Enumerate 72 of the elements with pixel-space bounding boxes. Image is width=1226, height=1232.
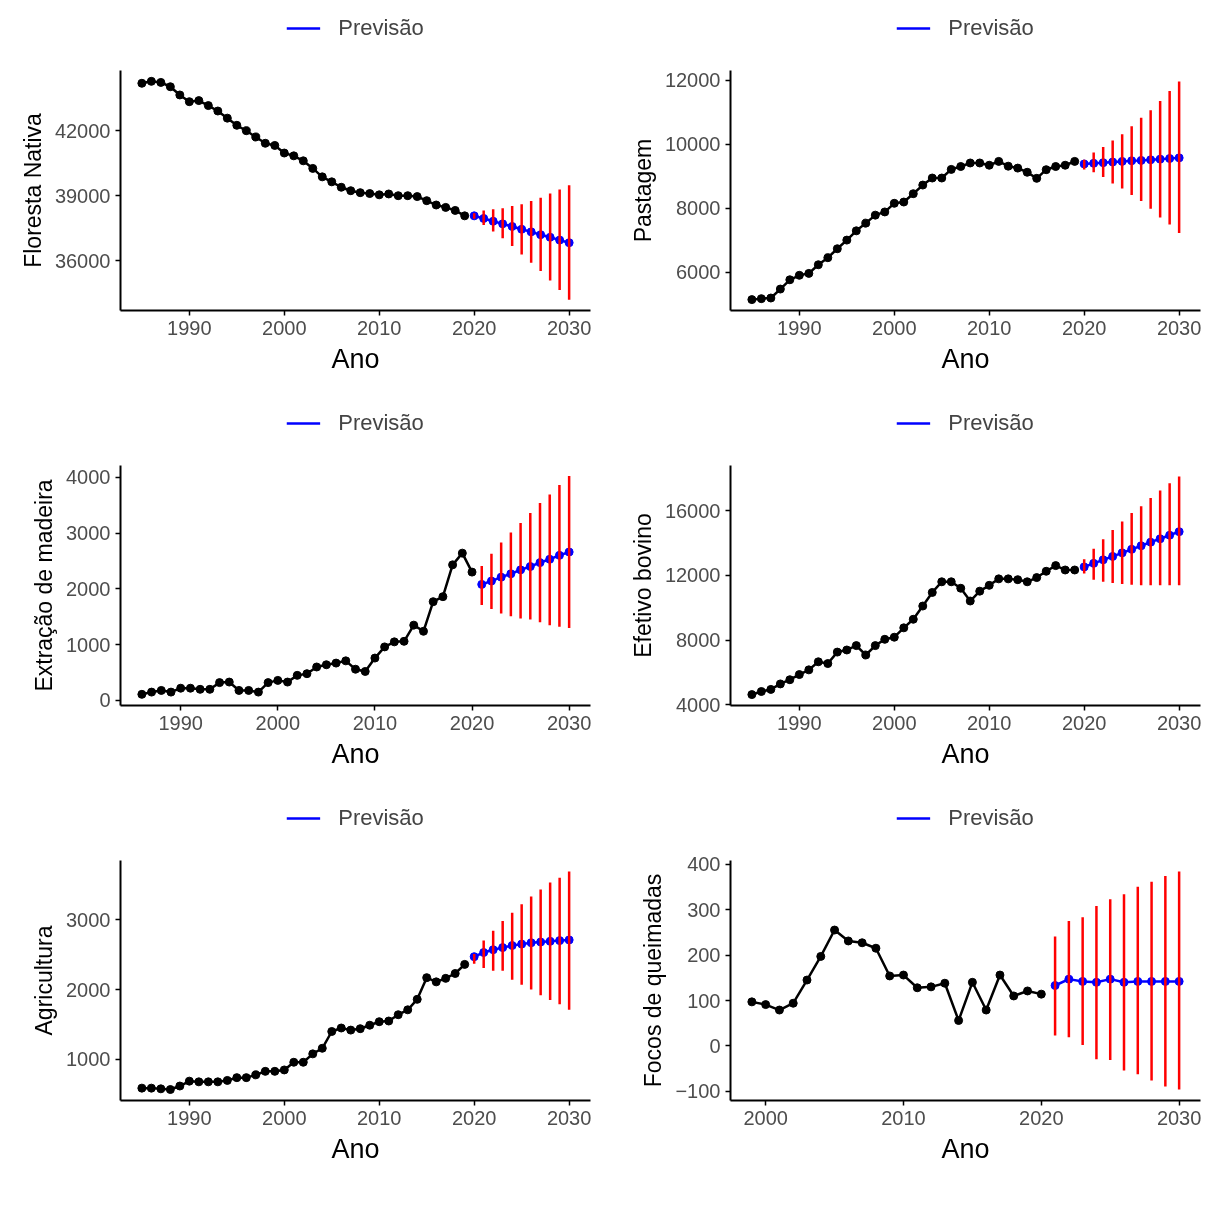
y-axis-title: Floresta Nativa [19, 112, 46, 268]
legend-label: Previsão [948, 14, 1034, 41]
legend-label: Previsão [948, 409, 1034, 436]
y-tick-label: 200 [687, 944, 721, 967]
legend-label: Previsão [338, 804, 424, 831]
y-tick-label: 39000 [54, 184, 111, 207]
y-axis-title: Extração de madeira [31, 479, 58, 692]
y-tick-label: 4000 [676, 693, 721, 716]
x-axis-title: Ano [941, 343, 990, 374]
x-tick-label: 1990 [777, 316, 822, 339]
y-tick-label: 0 [709, 1034, 721, 1057]
x-axis-title: Ano [331, 738, 380, 769]
y-tick-label: −100 [675, 1080, 721, 1103]
x-axis-title: Ano [941, 738, 990, 769]
x-axis-title: Ano [331, 1133, 380, 1164]
x-tick-label: 2000 [255, 711, 301, 734]
y-tick-label: 10000 [664, 133, 721, 156]
x-tick-label: 2020 [449, 711, 495, 734]
y-tick-label: 6000 [676, 261, 721, 284]
x-tick-label: 2020 [1019, 1106, 1064, 1129]
x-tick-label: 2030 [546, 1106, 592, 1129]
y-tick-label: 2000 [66, 577, 111, 600]
y-tick-label: 3000 [66, 522, 111, 545]
y-tick-label: 12000 [664, 69, 721, 92]
x-tick-label: 2020 [1061, 711, 1107, 734]
y-tick-label: 8000 [676, 197, 721, 220]
y-tick-label: 1000 [66, 1048, 111, 1071]
y-axis-title: Pastagem [629, 138, 656, 243]
x-tick-label: 2020 [1061, 316, 1107, 339]
legend-label: Previsão [338, 14, 424, 41]
y-tick-label: 42000 [54, 119, 111, 142]
y-tick-label: 0 [99, 689, 111, 712]
x-tick-label: 2030 [1156, 1106, 1202, 1129]
x-tick-label: 2010 [356, 1106, 402, 1129]
x-tick-label: 2010 [881, 1106, 926, 1129]
x-tick-label: 2030 [1156, 316, 1202, 339]
y-tick-label: 300 [687, 898, 721, 921]
x-tick-label: 2010 [966, 316, 1012, 339]
x-tick-label: 2030 [546, 316, 592, 339]
x-tick-label: 2020 [451, 1106, 497, 1129]
x-axis-title: Ano [941, 1133, 990, 1164]
x-tick-label: 2000 [743, 1106, 788, 1129]
x-tick-label: 1990 [167, 1106, 212, 1129]
y-tick-label: 100 [687, 989, 721, 1012]
x-tick-label: 2000 [262, 1106, 307, 1129]
x-tick-label: 2020 [451, 316, 497, 339]
x-tick-label: 1990 [167, 316, 212, 339]
x-tick-label: 1990 [777, 711, 822, 734]
x-tick-label: 2010 [352, 711, 398, 734]
y-tick-label: 12000 [664, 564, 721, 587]
x-tick-label: 2030 [546, 711, 592, 734]
x-axis-title: Ano [331, 343, 380, 374]
y-axis-title: Agricultura [31, 925, 58, 1036]
y-axis-title: Focos de queimadas [640, 873, 667, 1088]
y-tick-label: 8000 [676, 629, 721, 652]
y-tick-label: 1000 [66, 633, 111, 656]
x-tick-label: 2010 [966, 711, 1012, 734]
y-axis-title: Efetivo bovino [629, 513, 656, 658]
x-tick-label: 2000 [872, 316, 917, 339]
y-tick-label: 36000 [54, 249, 111, 272]
y-tick-label: 4000 [66, 466, 111, 489]
x-tick-label: 2030 [1156, 711, 1202, 734]
x-tick-label: 2000 [872, 711, 917, 734]
y-tick-label: 400 [687, 853, 721, 876]
y-tick-label: 2000 [66, 978, 111, 1001]
x-tick-label: 2010 [356, 316, 402, 339]
x-tick-label: 2000 [262, 316, 307, 339]
legend-label: Previsão [338, 409, 424, 436]
y-tick-label: 3000 [66, 908, 111, 931]
x-tick-label: 1990 [158, 711, 203, 734]
legend-label: Previsão [948, 804, 1034, 831]
y-tick-label: 16000 [664, 499, 721, 522]
